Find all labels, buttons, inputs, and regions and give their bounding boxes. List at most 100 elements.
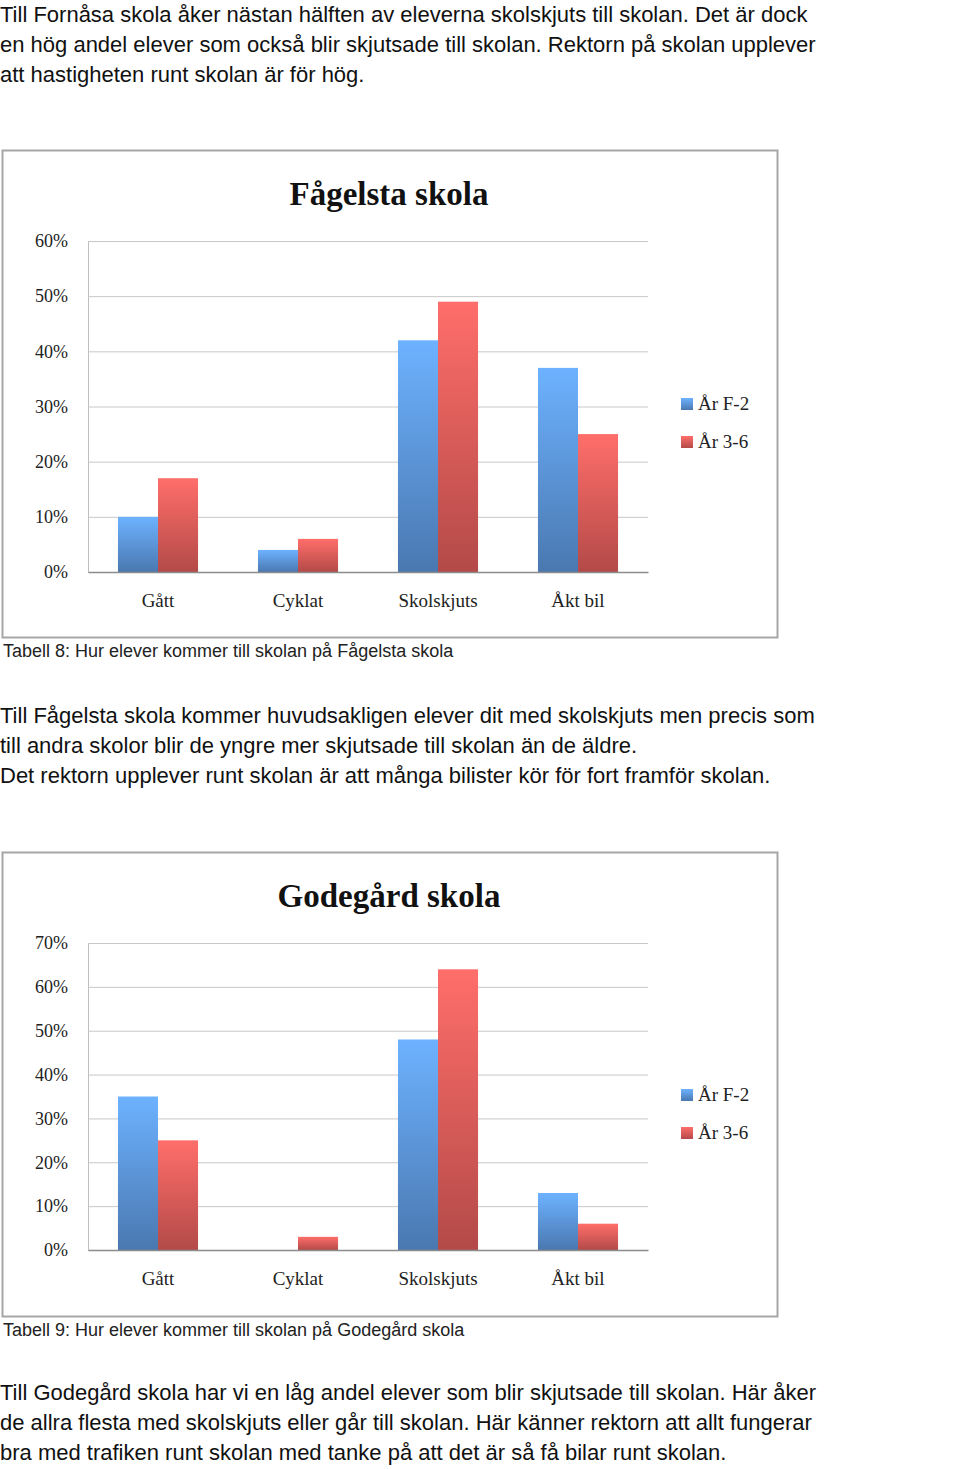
bar <box>538 368 578 572</box>
paragraph-line-block: Till Fågelsta skola kommer huvudsakligen… <box>0 703 815 788</box>
grid-line <box>88 572 648 573</box>
x-tick: Åkt bil <box>551 590 604 611</box>
chart-frame <box>3 151 778 638</box>
paragraph-line: Till Fågelsta skola kommer huvudsakligen… <box>0 703 815 728</box>
y-tick-label: 30% <box>35 397 68 417</box>
x-tick: Åkt bil <box>551 1268 604 1289</box>
page-canvas: Till Fornåsa skola åker nästan hälften a… <box>0 0 960 1469</box>
bar <box>118 517 158 572</box>
chart-title: Fågelsta skola <box>290 176 489 212</box>
bar <box>298 1237 338 1250</box>
bars <box>118 302 618 572</box>
intro-line: Till Fornåsa skola åker nästan hälften a… <box>0 2 808 27</box>
y-tick-label: 0% <box>44 562 68 582</box>
legend-label: År 3-6 <box>698 431 748 452</box>
y-tick-label: 10% <box>35 507 68 527</box>
paragraph-line-block: Till Godegård skola har vi en låg andel … <box>0 1380 816 1465</box>
page: Till Fornåsa skola åker nästan hälften a… <box>0 0 960 1469</box>
x-tick-label: Gått <box>142 1268 175 1289</box>
x-tick-label: Åkt bil <box>551 590 604 611</box>
x-tick: Gått <box>142 1268 175 1289</box>
y-tick: 60% <box>35 231 648 251</box>
x-tick-label: Cyklat <box>273 590 324 611</box>
grid-line <box>88 1118 648 1119</box>
y-tick-label: 60% <box>35 977 68 997</box>
bar <box>258 550 298 572</box>
bar <box>398 340 438 572</box>
paragraph-line: till andra skolor blir de yngre mer skju… <box>0 733 637 758</box>
y-axis: 0% 10% 20% 30% 40% 50% 60% <box>35 231 648 582</box>
bar <box>438 302 478 572</box>
legend-swatch <box>681 1127 693 1139</box>
grid-line <box>88 1031 648 1032</box>
x-axis: Gått Cyklat Skolskjuts Åkt bil <box>89 573 649 612</box>
bar <box>578 434 618 572</box>
y-tick-label: 40% <box>35 1065 68 1085</box>
bar <box>398 1039 438 1250</box>
y-tick: 50% <box>35 1021 648 1041</box>
bars <box>118 969 618 1250</box>
legend: År F-2År 3-6 <box>681 393 749 452</box>
x-tick: Gått <box>142 590 175 611</box>
legend-swatch <box>681 1089 693 1101</box>
y-tick-label: 0% <box>44 1240 68 1260</box>
paragraph-line: Till Godegård skola har vi en låg andel … <box>0 1380 816 1405</box>
legend-swatch <box>681 436 693 448</box>
y-tick-label: 10% <box>35 1196 68 1216</box>
grid-line <box>88 943 648 944</box>
chart-frame <box>3 853 778 1317</box>
y-axis: 0% 10% 20% 30% 40% 50% 60% 70% <box>35 933 648 1260</box>
grid-line <box>88 1075 648 1076</box>
y-tick-label: 30% <box>35 1109 68 1129</box>
y-tick-label: 70% <box>35 933 68 953</box>
paragraph-line: bra med trafiken runt skolan med tanke p… <box>0 1440 726 1465</box>
grid-line <box>88 1250 648 1251</box>
y-tick-label: 60% <box>35 231 68 251</box>
paragraph-line: Det rektorn upplever runt skolan är att … <box>0 763 770 788</box>
x-tick-label: Skolskjuts <box>398 590 477 611</box>
y-axis-line <box>88 944 89 1251</box>
intro-line: en hög andel elever som också blir skjut… <box>0 32 816 57</box>
y-tick: 70% <box>35 933 648 953</box>
bar <box>438 969 478 1250</box>
x-tick: Skolskjuts <box>398 590 477 611</box>
x-axis-line <box>89 1250 649 1252</box>
intro-line: att hastigheten runt skolan är för hög. <box>0 62 364 87</box>
caption: Tabell 9: Hur elever kommer till skolan … <box>3 1320 465 1340</box>
bar <box>158 1140 198 1250</box>
bar <box>538 1193 578 1250</box>
bar <box>578 1224 618 1250</box>
y-tick-label: 20% <box>35 452 68 472</box>
grid-line <box>88 296 648 297</box>
bar <box>118 1097 158 1251</box>
y-tick: 50% <box>35 286 648 306</box>
paragraph-line: de allra flesta med skolskjuts eller går… <box>0 1410 812 1435</box>
y-tick-label: 40% <box>35 342 68 362</box>
grid-line <box>88 987 648 988</box>
y-tick: 60% <box>35 977 648 997</box>
bar <box>298 539 338 572</box>
x-tick: Skolskjuts <box>398 1268 477 1289</box>
chart-title: Godegård skola <box>278 878 501 914</box>
chart: Fågelsta skola 0% 10% 20% 30% 40% 50% 60% Gått Cy… <box>3 151 778 638</box>
x-tick-label: Åkt bil <box>551 1268 604 1289</box>
x-tick-label: Skolskjuts <box>398 1268 477 1289</box>
legend-label: År F-2 <box>698 1084 749 1105</box>
y-tick: 40% <box>35 1065 648 1085</box>
intro-line-block: Till Fornåsa skola åker nästan hälften a… <box>0 2 816 87</box>
legend-label: År 3-6 <box>698 1122 748 1143</box>
bar <box>158 478 198 572</box>
y-tick-label: 50% <box>35 1021 68 1041</box>
legend-swatch <box>681 398 693 410</box>
x-tick: Cyklat <box>273 590 324 611</box>
x-tick-label: Gått <box>142 590 175 611</box>
x-tick: Cyklat <box>273 1268 324 1289</box>
y-tick-label: 20% <box>35 1153 68 1173</box>
x-tick-label: Cyklat <box>273 1268 324 1289</box>
grid-line <box>88 351 648 352</box>
legend: År F-2 År 3-6 <box>681 1084 749 1143</box>
y-tick: 40% <box>35 342 648 362</box>
x-axis: Gått Cyklat Skolskjuts Åkt bil <box>89 1251 649 1290</box>
caption: Tabell 8: Hur elever kommer till skolan … <box>3 641 454 661</box>
x-axis-line <box>89 572 649 574</box>
